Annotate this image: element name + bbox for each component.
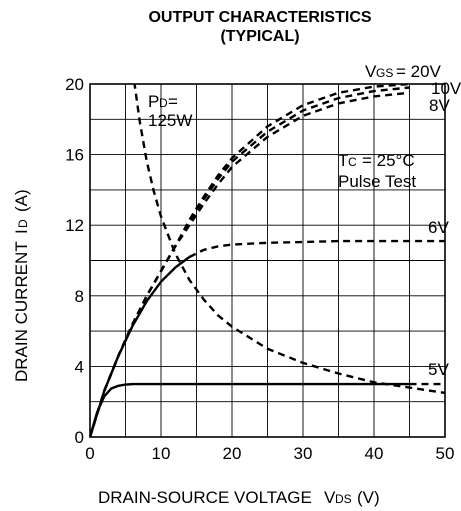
x-tick-label: 0 [85,444,94,463]
curves [90,84,445,437]
series-5v-solid [90,382,410,437]
y-axis-label: DRAIN CURRENT I D (A) [12,189,31,382]
pd-label: P D = 125W [148,92,192,130]
svg-text:125W: 125W [148,111,192,130]
svg-text:D: D [159,96,168,110]
series-8v [90,91,410,437]
vgs-5v-label: 5V [428,360,449,379]
x-tick-label: 20 [223,444,242,463]
y-tick-label: 16 [65,146,84,165]
chart-title: OUTPUT CHARACTERISTICS [148,9,372,26]
svg-text:Pulse Test: Pulse Test [338,172,416,191]
svg-text:V: V [324,488,336,507]
vgs-8v-label: 8V [429,96,450,115]
svg-text:(A): (A) [12,189,31,212]
svg-text:P: P [148,92,159,111]
svg-text:I: I [12,229,31,234]
svg-text:C: C [348,155,357,169]
svg-text:D: D [16,219,30,228]
y-tick-label: 12 [65,216,84,235]
svg-text:(V): (V) [357,488,380,507]
svg-text:= 20V: = 20V [396,62,442,81]
vgs-10v-label: 10V [431,79,461,98]
svg-text:V: V [365,62,377,81]
svg-text:DRAIN CURRENT: DRAIN CURRENT [12,241,31,382]
series-6v-solid [90,256,191,437]
svg-text:DRAIN-SOURCE VOLTAGE: DRAIN-SOURCE VOLTAGE [98,488,312,507]
svg-text:DS: DS [335,492,352,506]
curve-layer [90,84,445,437]
chart-subtitle: (TYPICAL) [220,28,300,45]
plot-frame [89,83,446,438]
svg-text:T: T [338,151,348,170]
x-tick-label: 30 [294,444,313,463]
vgs-20v-label: V GS = 20V [365,62,442,81]
svg-text:= 25°C: = 25°C [362,151,415,170]
series-pd-125w [133,84,445,395]
x-tick-label: 40 [365,444,384,463]
tick-labels: 0 10 20 30 40 50 0 4 8 12 16 20 [65,75,454,463]
svg-text:=: = [168,92,178,111]
y-tick-label: 0 [75,428,84,447]
y-tick-label: 20 [65,75,84,94]
vgs-6v-label: 6V [428,218,449,237]
test-conditions: T C = 25°C Pulse Test [338,151,416,191]
grid [90,84,445,437]
x-tick-label: 10 [152,444,171,463]
series-6v-dashed [188,239,445,259]
svg-text:GS: GS [376,66,393,80]
y-tick-label: 4 [75,357,84,376]
x-axis-label: DRAIN-SOURCE VOLTAGE V DS (V) [98,488,380,507]
x-tick-label: 50 [436,444,455,463]
y-tick-label: 8 [75,287,84,306]
